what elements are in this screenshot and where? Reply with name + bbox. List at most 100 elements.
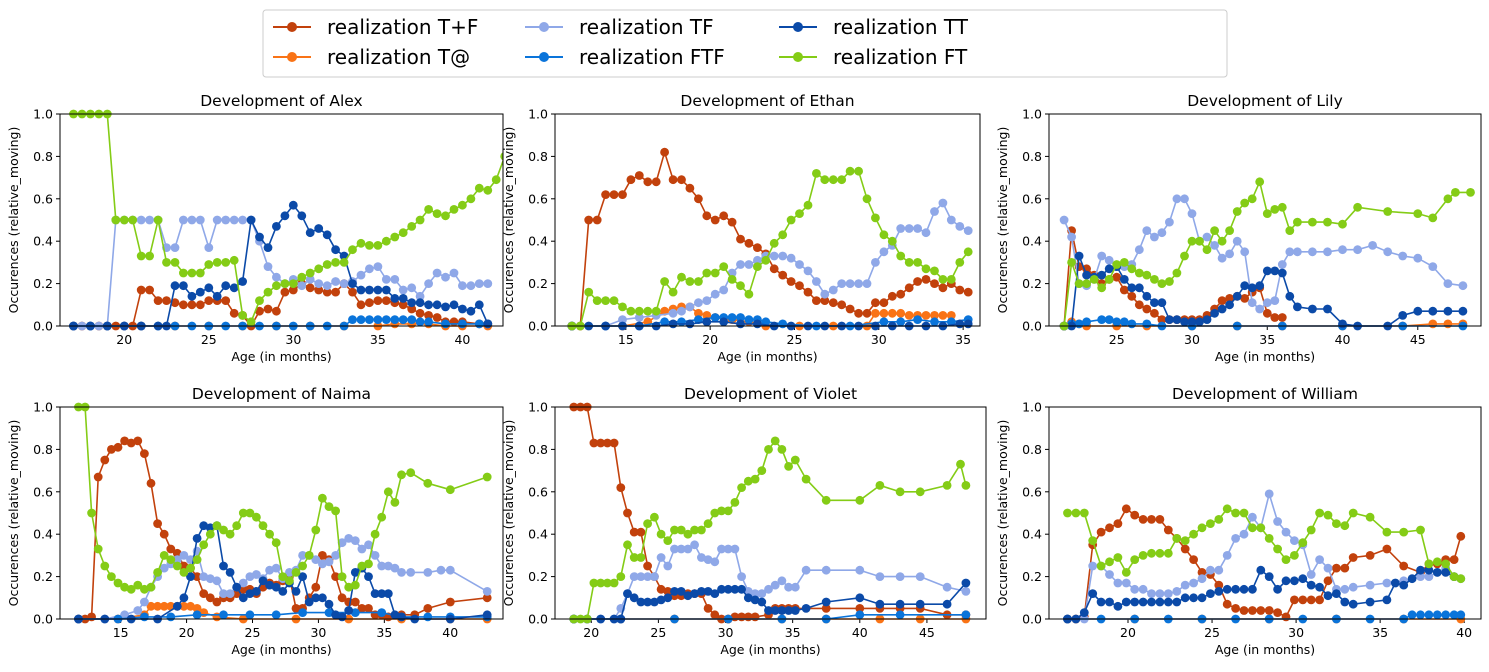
- data-point: [609, 190, 619, 200]
- x-tick-label: 35: [1372, 625, 1388, 640]
- data-point: [737, 572, 746, 581]
- x-tick-label: 30: [285, 332, 301, 347]
- legend-marker: [793, 22, 803, 32]
- data-point: [938, 198, 948, 208]
- x-axis-label: Age (in months): [717, 349, 817, 364]
- series-realization-ft: [69, 109, 503, 327]
- data-point: [717, 584, 726, 594]
- data-point: [938, 283, 948, 293]
- data-point: [297, 272, 307, 282]
- data-point: [265, 565, 274, 575]
- y-axis-label: Occurences (relative_moving): [995, 127, 1010, 314]
- x-tick-label: 45: [1410, 332, 1426, 347]
- y-tick-label: 0.6: [33, 484, 53, 499]
- data-point: [365, 315, 374, 324]
- data-point: [199, 589, 209, 598]
- data-point: [1142, 291, 1152, 301]
- data-point: [769, 238, 779, 248]
- data-point: [634, 306, 644, 316]
- x-tick-label: 30: [871, 332, 887, 347]
- data-point: [192, 555, 202, 564]
- data-point: [136, 215, 146, 225]
- data-point: [955, 258, 965, 267]
- x-axis-label: Age (in months): [720, 642, 820, 657]
- series-realization-ft: [1063, 504, 1466, 584]
- data-point: [895, 487, 905, 497]
- data-point: [1147, 589, 1156, 598]
- data-point: [803, 200, 813, 210]
- data-point: [305, 283, 315, 293]
- data-point: [770, 436, 780, 446]
- x-tick-label: 30: [1288, 625, 1304, 640]
- data-point: [356, 270, 366, 280]
- data-point: [1214, 565, 1224, 575]
- data-point: [252, 512, 261, 522]
- data-point: [166, 612, 176, 622]
- data-point: [398, 294, 408, 303]
- data-point: [821, 597, 831, 607]
- data-point: [170, 258, 180, 267]
- data-point: [126, 438, 136, 448]
- data-point: [331, 551, 340, 560]
- data-point: [963, 226, 973, 236]
- data-point: [415, 298, 425, 308]
- data-point: [331, 277, 340, 286]
- data-point: [1315, 555, 1324, 564]
- data-point: [1443, 279, 1453, 288]
- data-point: [690, 540, 699, 550]
- data-point: [271, 538, 281, 548]
- data-point: [629, 527, 639, 537]
- data-point: [204, 296, 214, 305]
- data-point: [1340, 584, 1350, 594]
- chart-title: Development of Violet: [684, 385, 857, 403]
- data-point: [895, 572, 905, 581]
- data-point: [179, 215, 188, 225]
- data-point: [212, 258, 222, 267]
- data-point: [676, 544, 686, 554]
- data-point: [616, 483, 626, 492]
- data-point: [1088, 536, 1098, 545]
- data-point: [683, 591, 693, 601]
- y-tick-label: 0.2: [1022, 569, 1042, 584]
- data-point: [350, 568, 360, 577]
- data-point: [120, 436, 129, 446]
- data-point: [337, 572, 347, 581]
- data-point: [1187, 236, 1197, 246]
- data-point: [1121, 504, 1131, 514]
- data-point: [795, 281, 804, 291]
- data-point: [1150, 308, 1159, 318]
- data-point: [1390, 578, 1400, 588]
- data-point: [1270, 313, 1280, 322]
- data-point: [377, 512, 387, 522]
- data-point: [1079, 608, 1089, 617]
- data-point: [592, 215, 602, 225]
- data-point: [1270, 296, 1280, 305]
- data-point: [1424, 610, 1434, 620]
- data-point: [1105, 523, 1114, 533]
- data-point: [770, 606, 780, 615]
- data-point: [1365, 551, 1375, 560]
- data-point: [1130, 555, 1140, 564]
- legend-label: realization T@: [327, 45, 470, 69]
- data-point: [1240, 198, 1250, 208]
- data-point: [172, 548, 182, 558]
- data-point: [769, 251, 779, 261]
- data-point: [727, 313, 737, 322]
- data-point: [466, 306, 476, 316]
- data-point: [1138, 584, 1148, 594]
- data-point: [1155, 597, 1165, 607]
- data-point: [1298, 574, 1308, 584]
- data-point: [685, 183, 695, 193]
- data-point: [87, 612, 96, 622]
- data-point: [717, 506, 726, 516]
- x-tick-label: 35: [785, 625, 801, 640]
- data-point: [790, 582, 800, 592]
- data-point: [1225, 294, 1234, 303]
- legend-label: realization FT: [833, 45, 968, 69]
- data-point: [1222, 551, 1232, 560]
- data-point: [246, 317, 256, 327]
- data-point: [113, 442, 123, 452]
- data-point: [1368, 241, 1377, 250]
- data-point: [187, 268, 197, 278]
- data-point: [904, 258, 914, 267]
